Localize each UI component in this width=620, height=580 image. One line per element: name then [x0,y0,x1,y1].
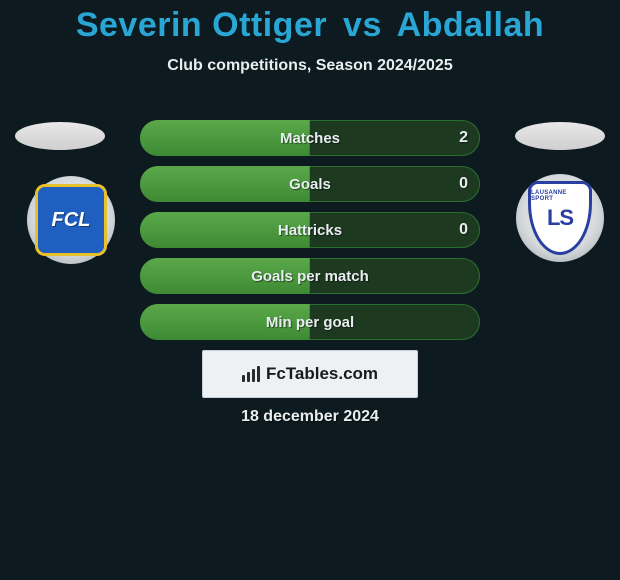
brand-box: FcTables.com [202,350,418,398]
bar-chart-icon [242,366,260,382]
bar-label: Matches [140,120,480,156]
player1-avatar [15,122,105,150]
player2-name: Abdallah [397,6,545,44]
stat-row: Min per goal [140,304,480,340]
bar-label: Hattricks [140,212,480,248]
player1-club-badge: FCL [27,176,115,264]
stats-bars: Matches2Goals0Hattricks0Goals per matchM… [140,120,480,340]
stat-row: Hattricks0 [140,212,480,248]
subtitle: Club competitions, Season 2024/2025 [0,57,620,75]
bar-value: 2 [459,120,468,156]
stat-row: Goals per match [140,258,480,294]
club-right-shield: LAUSANNE SPORT LS [528,181,592,255]
stat-row: Matches2 [140,120,480,156]
comparison-title: Severin Ottiger vs Abdallah [0,0,620,45]
club-left-label: FCL [35,184,107,256]
bar-label: Min per goal [140,304,480,340]
bar-label: Goals per match [140,258,480,294]
player2-club-badge: LAUSANNE SPORT LS [516,174,604,262]
bar-value: 0 [459,212,468,248]
stat-row: Goals0 [140,166,480,202]
club-right-mono: LS [547,205,573,231]
brand-text: FcTables.com [266,364,378,384]
player1-name: Severin Ottiger [76,6,327,44]
bar-value: 0 [459,166,468,202]
vs-separator: vs [343,6,382,44]
club-right-arc: LAUSANNE SPORT [531,190,589,202]
bar-label: Goals [140,166,480,202]
date-stamp: 18 december 2024 [0,408,620,426]
player2-avatar [515,122,605,150]
